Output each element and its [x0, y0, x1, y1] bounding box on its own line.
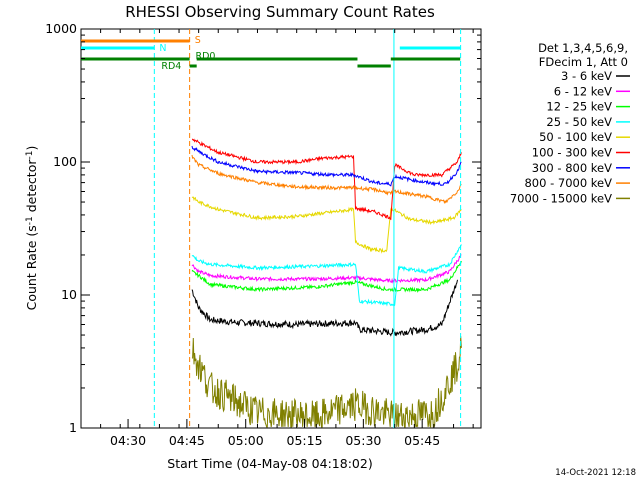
plot-area: S N RD4 RD0 — [80, 28, 482, 429]
series-line-4 — [191, 196, 462, 254]
legend-label-2: 12 - 25 keV — [546, 100, 612, 114]
legend-label-7: 800 - 7000 keV — [524, 176, 612, 190]
x-tick-label: 05:45 — [404, 433, 440, 448]
x-tick-label: 04:45 — [169, 433, 205, 448]
legend-header-line-1: Det 1,3,4,5,6,9, — [538, 41, 628, 55]
legend-label-4: 50 - 100 keV — [539, 130, 612, 144]
y-tick-label: 10 — [61, 287, 77, 302]
chart-title: RHESSI Observing Summary Count Rates — [125, 3, 435, 21]
footer-date: 14-Oct-2021 12:18 — [555, 468, 636, 478]
legend-label-1: 6 - 12 keV — [554, 84, 612, 98]
x-axis-label: Start Time (04-May-08 04:18:02) — [167, 456, 372, 471]
x-tick-label: 05:30 — [345, 433, 381, 448]
x-axis: 04:30 04:45 05:00 05:15 05:30 05:45 — [80, 29, 474, 448]
x-tick-label: 05:00 — [228, 433, 264, 448]
y-axis: 1 10 100 1000 — [45, 21, 481, 435]
series-line-5 — [192, 138, 462, 221]
flag-label-2: RD4 — [161, 61, 181, 72]
series-line-6 — [191, 145, 462, 187]
y-tick-label: 100 — [53, 154, 77, 169]
series-line-7 — [191, 154, 462, 204]
legend-label-8: 7000 - 15000 keV — [510, 191, 612, 205]
legend-header-line-2: FDecim 1, Att 0 — [539, 55, 628, 69]
legend-label-6: 300 - 800 keV — [532, 161, 612, 175]
x-tick-label: 04:30 — [110, 433, 146, 448]
series-line-3 — [191, 244, 462, 307]
flag-label-3: RD0 — [196, 51, 216, 62]
legend-label-5: 100 - 300 keV — [532, 146, 612, 160]
x-tick-label: 05:15 — [287, 433, 323, 448]
y-tick-label: 1000 — [45, 21, 77, 36]
legend: Det 1,3,4,5,6,9, FDecim 1, Att 0 3 - 6 k… — [510, 41, 630, 205]
plot-frame — [80, 28, 482, 429]
flag-label-1: N — [159, 43, 166, 54]
flag-label-0: S — [195, 35, 201, 46]
legend-label-3: 25 - 50 keV — [546, 115, 612, 129]
series-line-1 — [191, 254, 462, 284]
series-line-2 — [191, 260, 462, 294]
y-tick-label: 1 — [69, 420, 77, 435]
series-line-8 — [191, 336, 462, 429]
legend-label-0: 3 - 6 keV — [561, 69, 612, 83]
y-axis-label: Count Rate (s-1 detector-1) — [24, 146, 39, 311]
series-line-0 — [191, 279, 458, 337]
